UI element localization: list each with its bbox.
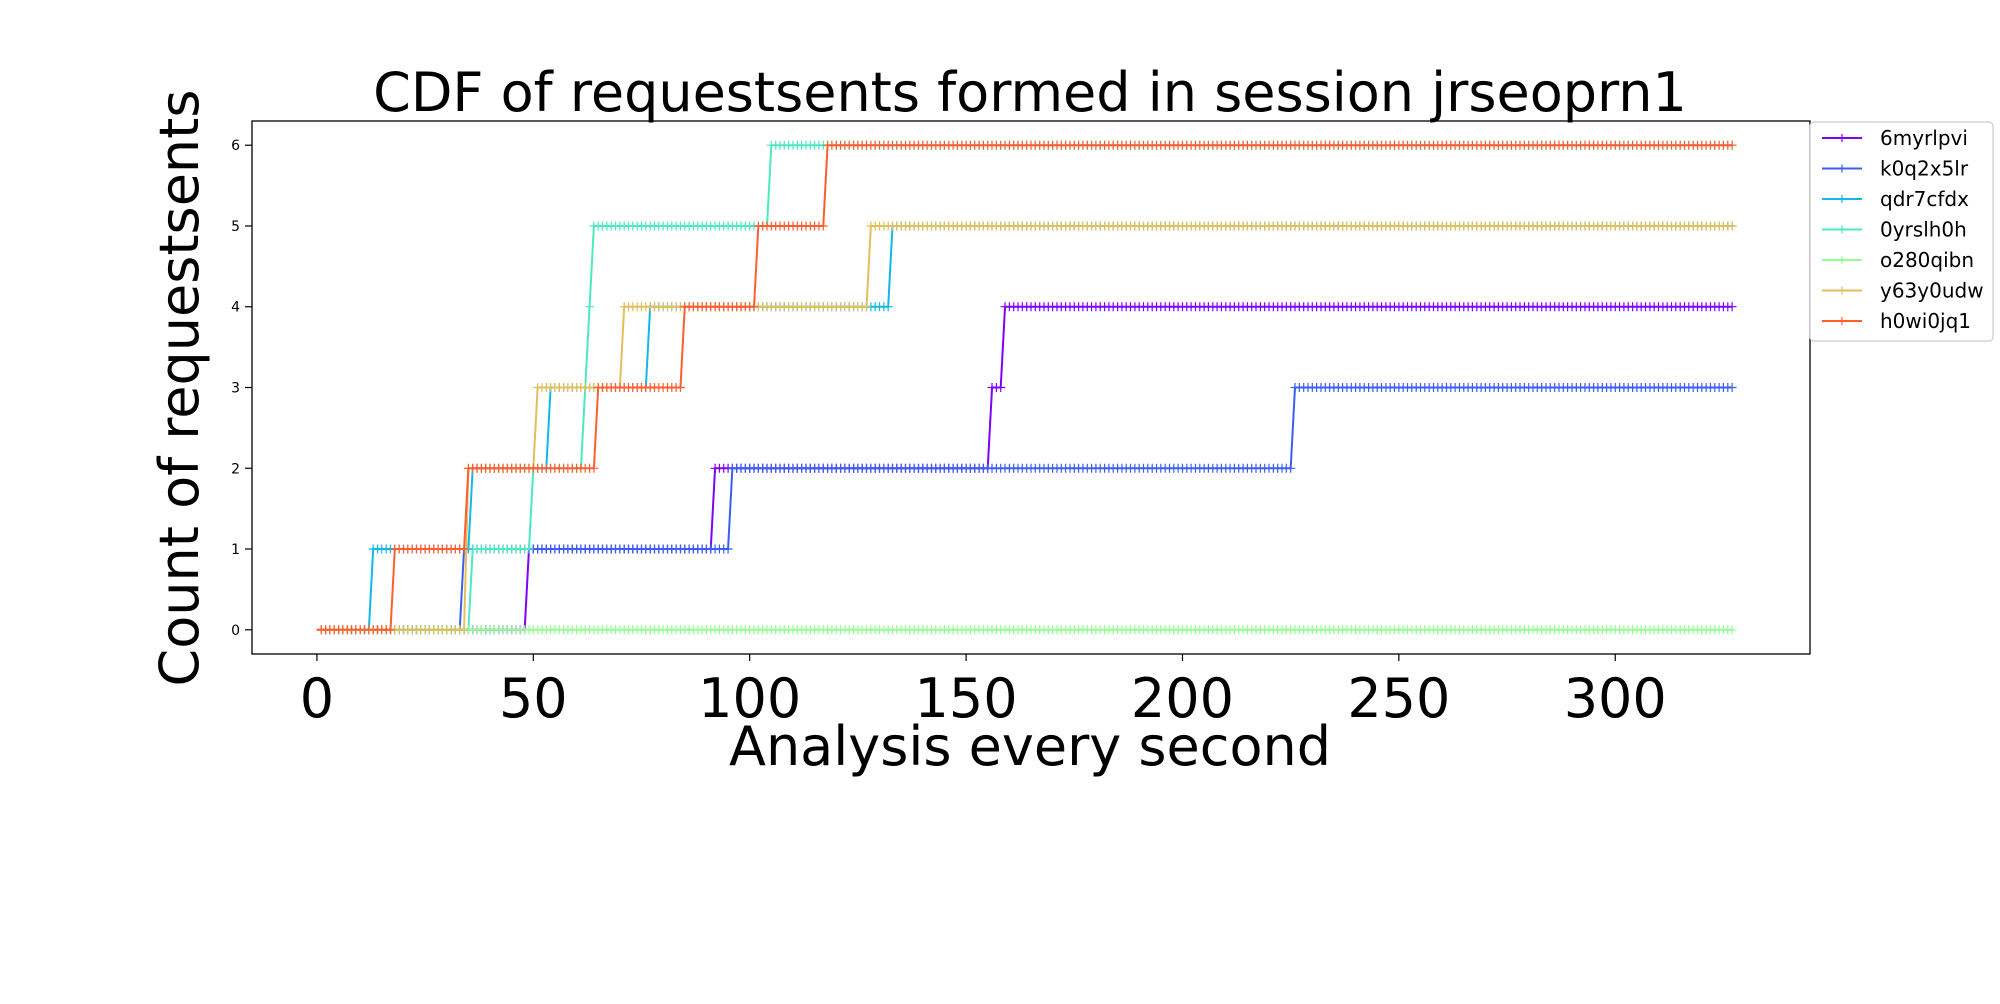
legend-label: 0yrslh0h	[1880, 218, 1967, 242]
series-marker-points	[316, 625, 1737, 635]
series-markers	[316, 383, 1737, 635]
series-marker-points	[316, 383, 1737, 635]
y-tick-label: 2	[231, 461, 240, 477]
legend-marker	[1838, 286, 1846, 295]
series-qdr7cfdx	[316, 221, 1737, 635]
y-tick-label: 0	[231, 623, 240, 639]
legend-items: 6myrlpvi k0q2x5lr qdr7cfdx 0yrslh0h o280qibn…	[1822, 126, 1984, 333]
legend-entry: 0yrslh0h	[1822, 218, 1967, 242]
series-markers	[316, 221, 1737, 635]
legend-marker	[1838, 164, 1846, 173]
series-line	[316, 144, 1733, 631]
legend-entry: y63y0udw	[1822, 279, 1984, 303]
x-tick-label: 250	[1347, 667, 1450, 730]
y-tick-label: 3	[231, 381, 240, 397]
x-tick-label: 0	[300, 667, 334, 730]
y-tick-label: 1	[231, 542, 240, 558]
y-tick-label: 6	[231, 138, 240, 154]
x-tick-label: 300	[1564, 667, 1667, 730]
legend-marker	[1838, 256, 1846, 264]
legend-marker	[1838, 317, 1846, 325]
legend-label: 6myrlpvi	[1880, 126, 1968, 150]
series-line	[316, 224, 1733, 631]
series-o280qibn	[316, 625, 1737, 635]
y-axis-label: Count of requestsents	[148, 90, 211, 687]
legend-entry: k0q2x5lr	[1822, 157, 1969, 181]
series-markers	[316, 625, 1737, 635]
legend-label: o280qibn	[1880, 248, 1974, 272]
series-line	[316, 224, 1733, 631]
y-tick-label: 4	[231, 300, 240, 316]
legend-label: h0wi0jq1	[1880, 309, 1971, 333]
legend: 6myrlpvi k0q2x5lr qdr7cfdx 0yrslh0h o280qibn…	[1809, 121, 1994, 342]
x-tick-label: 150	[915, 667, 1018, 730]
series-marker-points	[316, 140, 1737, 635]
legend-entry: h0wi0jq1	[1822, 309, 1971, 333]
x-axis-label: Analysis every second	[729, 715, 1331, 778]
legend-entry: qdr7cfdx	[1822, 187, 1969, 211]
legend-frame	[1809, 121, 1994, 342]
y-tick-label: 5	[231, 219, 240, 235]
y-axis: 0 1 2 3 4 5 6	[231, 138, 252, 639]
series-marker-points	[316, 221, 1737, 635]
chart-title: CDF of requestsents formed in session jr…	[373, 61, 1687, 124]
series-marker-points	[316, 221, 1737, 635]
x-tick-label: 100	[698, 667, 801, 730]
legend-marker	[1838, 195, 1846, 203]
legend-marker	[1838, 134, 1846, 142]
x-tick-label: 50	[499, 667, 568, 730]
legend-label: k0q2x5lr	[1880, 157, 1969, 181]
series-y63y0udw	[316, 221, 1737, 635]
legend-entry: 6myrlpvi	[1822, 126, 1968, 150]
series-h0wi0jq1	[316, 140, 1737, 635]
plot-area	[316, 140, 1737, 635]
legend-label: qdr7cfdx	[1880, 187, 1969, 211]
legend-marker	[1838, 225, 1846, 234]
x-tick-label: 200	[1131, 667, 1234, 730]
series-markers	[316, 140, 1737, 635]
legend-label: y63y0udw	[1880, 279, 1984, 303]
series-k0q2x5lr	[316, 383, 1737, 635]
series-line	[316, 386, 1733, 631]
legend-entry: o280qibn	[1822, 248, 1974, 272]
x-axis: 0 50 100 150 200 250 300	[300, 654, 1667, 730]
series-markers	[316, 221, 1737, 635]
